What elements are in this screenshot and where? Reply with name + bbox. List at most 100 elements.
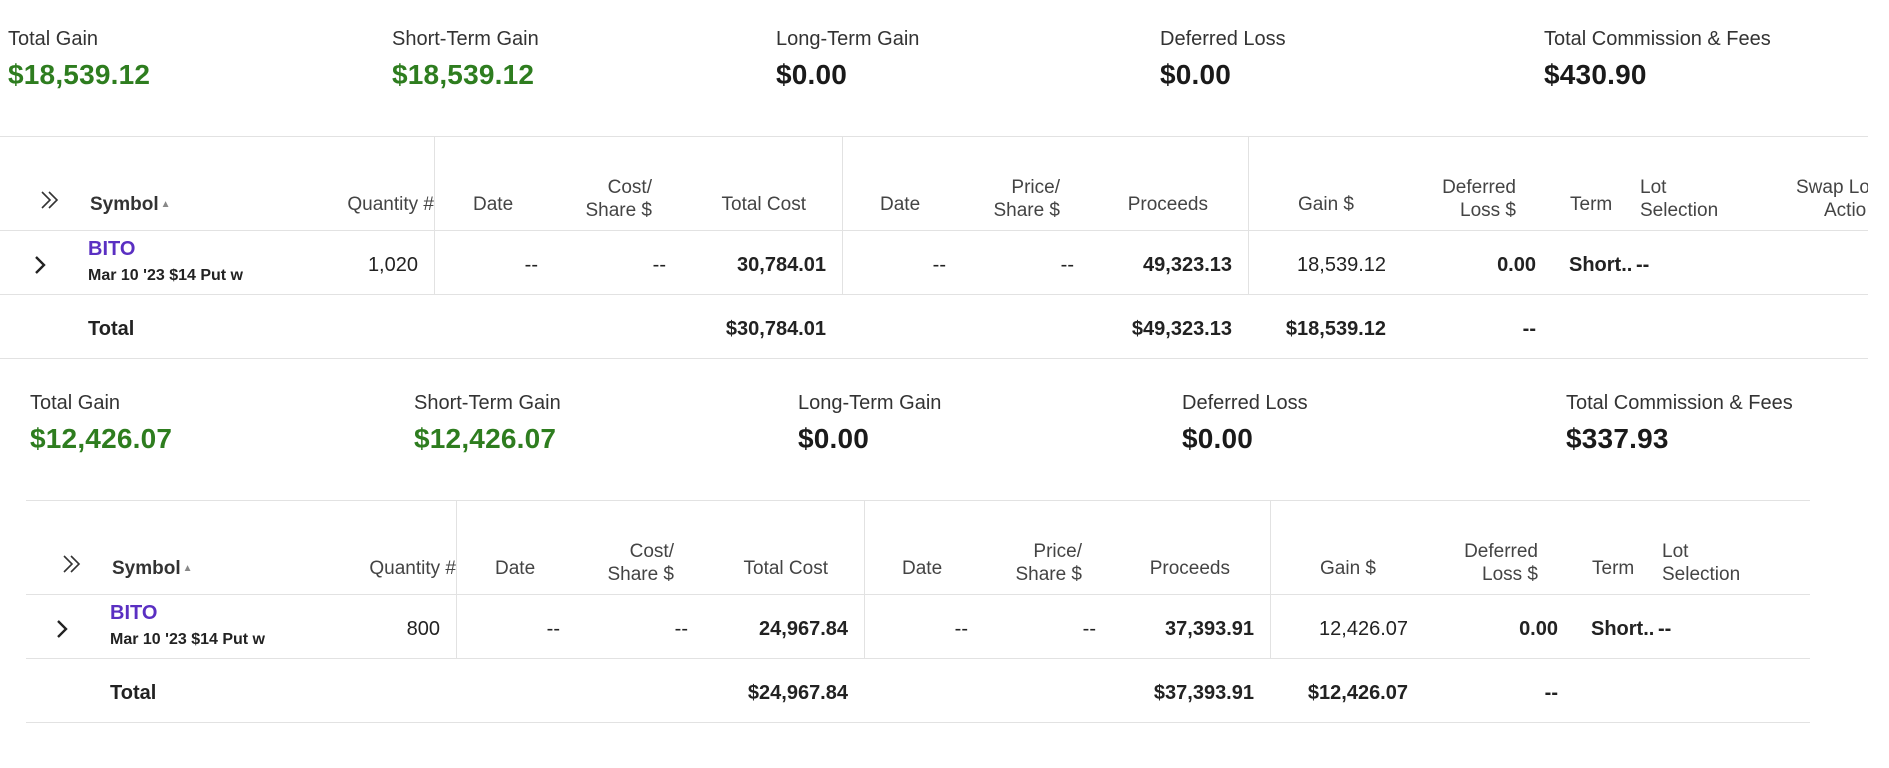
column-header-cost-per-share[interactable]: Cost/ Share $	[560, 176, 652, 222]
acquired-date-cell: --	[524, 254, 538, 276]
symbol-description: Mar 10 '23 $14 Put w	[110, 631, 265, 648]
total-label: Total	[110, 682, 157, 704]
stat-value: $18,539.12	[8, 59, 151, 90]
cost-per-share-cell: --	[652, 254, 666, 276]
sold-date-cell: --	[954, 618, 968, 640]
header-label: Price/	[1011, 177, 1060, 198]
header-label: Symbol	[90, 194, 159, 215]
term-cell: Short..	[1591, 618, 1655, 640]
deferred-loss-stat: Deferred Loss $0.00	[1160, 28, 1286, 91]
stat-value: $337.93	[1566, 423, 1669, 454]
lot-selection-cell: --	[1658, 618, 1672, 640]
acquired-date-cell: --	[546, 618, 560, 640]
column-header-cost-per-share[interactable]: Cost/ Share $	[582, 540, 674, 586]
deferred-loss-stat: Deferred Loss $0.00	[1182, 392, 1308, 455]
header-label: Share $	[1015, 564, 1082, 585]
header-label: Price/	[1033, 541, 1082, 562]
divider	[26, 594, 1810, 595]
commission-fees-stat: Total Commission & Fees $337.93	[1566, 392, 1793, 455]
column-header-deferred-loss[interactable]: Deferred Loss $	[1422, 540, 1538, 586]
column-header-acquired-date[interactable]: Date	[495, 558, 536, 579]
column-header-gain[interactable]: Gain $	[1320, 558, 1376, 579]
gain-cell: 12,426.07	[1319, 618, 1408, 640]
header-label: Deferred	[1464, 541, 1538, 562]
symbol-link[interactable]: BITO	[110, 602, 158, 624]
stat-value: $430.90	[1544, 59, 1647, 90]
column-header-symbol[interactable]: Symbol ▲	[112, 557, 193, 580]
chevron-right-icon[interactable]	[54, 618, 70, 644]
proceeds-total: $49,323.13	[1131, 318, 1232, 340]
summary-bar: Total Gain $12,426.07 Short-Term Gain $1…	[30, 392, 1880, 492]
stat-value: $0.00	[798, 423, 870, 454]
divider	[26, 500, 1810, 501]
column-header-symbol[interactable]: Symbol ▲	[90, 193, 171, 216]
column-header-quantity[interactable]: Quantity #	[369, 558, 456, 579]
quantity-cell: 800	[406, 618, 440, 640]
header-label: Swap Lo	[1796, 177, 1868, 198]
stat-label: Deferred Loss	[1160, 28, 1286, 50]
symbol-cell: BITO Mar 10 '23 $14 Put w	[110, 602, 265, 649]
column-header-price-per-share[interactable]: Price/ Share $	[990, 540, 1082, 586]
header-label: Deferred	[1442, 177, 1516, 198]
column-header-term[interactable]: Term	[1592, 558, 1635, 579]
long-term-gain-stat: Long-Term Gain $0.00	[798, 392, 941, 455]
commission-fees-stat: Total Commission & Fees $430.90	[1544, 28, 1771, 91]
stat-label: Total Gain	[8, 28, 99, 50]
total-gain-stat: Total Gain $18,539.12	[8, 28, 150, 91]
gain-loss-panel-2: Total Gain $ 12,426.07 Short-Term Gain $1…	[0, 364, 1889, 734]
sold-date-cell: --	[932, 254, 946, 276]
column-header-lot-selection[interactable]: Lot Selection	[1662, 540, 1740, 586]
total-cost-total: $30,784.01	[725, 318, 826, 340]
divider	[26, 658, 1810, 659]
cost-per-share-cell: --	[674, 618, 688, 640]
column-header-total-cost[interactable]: Total Cost	[743, 558, 828, 579]
double-chevron-right-icon[interactable]	[38, 188, 62, 216]
symbol-description: Mar 10 '23 $14 Put w	[88, 267, 243, 284]
stat-value: $12,426.07	[30, 423, 173, 454]
header-label: Actio	[1824, 200, 1867, 221]
stat-label: Short-Term Gain	[414, 392, 561, 414]
divider	[26, 722, 1810, 723]
stat-label: Short-Term Gain	[392, 28, 539, 50]
short-term-gain-stat: Short-Term Gain $18,539.12	[392, 28, 539, 91]
column-header-term[interactable]: Term	[1570, 194, 1613, 215]
header-label: Share $	[607, 564, 674, 585]
deferred-loss-total: --	[1522, 318, 1536, 340]
column-header-deferred-loss[interactable]: Deferred Loss $	[1400, 176, 1516, 222]
divider	[0, 230, 1868, 231]
header-label: Selection	[1662, 564, 1741, 585]
deferred-loss-cell: 0.00	[1519, 618, 1558, 640]
column-header-proceeds[interactable]: Proceeds	[1149, 558, 1230, 579]
symbol-cell: BITO Mar 10 '23 $14 Put w	[88, 238, 243, 285]
column-header-sold-date[interactable]: Date	[880, 194, 921, 215]
column-header-swap-lot-action[interactable]: Swap Lo Actio	[1768, 176, 1868, 222]
column-header-total-cost[interactable]: Total Cost	[721, 194, 806, 215]
column-divider	[864, 500, 865, 658]
column-divider	[456, 500, 457, 658]
column-header-sold-date[interactable]: Date	[902, 558, 943, 579]
column-header-price-per-share[interactable]: Price/ Share $	[968, 176, 1060, 222]
column-header-gain[interactable]: Gain $	[1298, 194, 1354, 215]
divider	[0, 136, 1868, 137]
symbol-link[interactable]: BITO	[88, 238, 136, 260]
gain-cell: 18,539.12	[1297, 254, 1386, 276]
column-header-lot-selection[interactable]: Lot Selection	[1640, 176, 1718, 222]
header-label: Loss $	[1460, 200, 1516, 221]
proceeds-cell: 49,323.13	[1143, 254, 1232, 276]
chevron-right-icon[interactable]	[32, 254, 48, 280]
proceeds-total: $37,393.91	[1153, 682, 1254, 704]
total-cost-total: $24,967.84	[747, 682, 848, 704]
gain-total: $12,426.07	[1307, 682, 1408, 704]
column-header-acquired-date[interactable]: Date	[473, 194, 514, 215]
stat-value: $0.00	[1182, 423, 1254, 454]
column-header-proceeds[interactable]: Proceeds	[1127, 194, 1208, 215]
summary-bar: Total Gain $18,539.12 Short-Term Gain $1…	[8, 28, 1878, 128]
stat-label: Total Commission & Fees	[1566, 392, 1793, 414]
double-chevron-right-icon[interactable]	[60, 552, 84, 580]
divider	[0, 358, 1868, 359]
header-label: Selection	[1640, 200, 1719, 221]
gain-total: $18,539.12	[1285, 318, 1386, 340]
price-per-share-cell: --	[1060, 254, 1074, 276]
stat-label: Long-Term Gain	[776, 28, 920, 50]
column-header-quantity[interactable]: Quantity #	[347, 194, 434, 215]
